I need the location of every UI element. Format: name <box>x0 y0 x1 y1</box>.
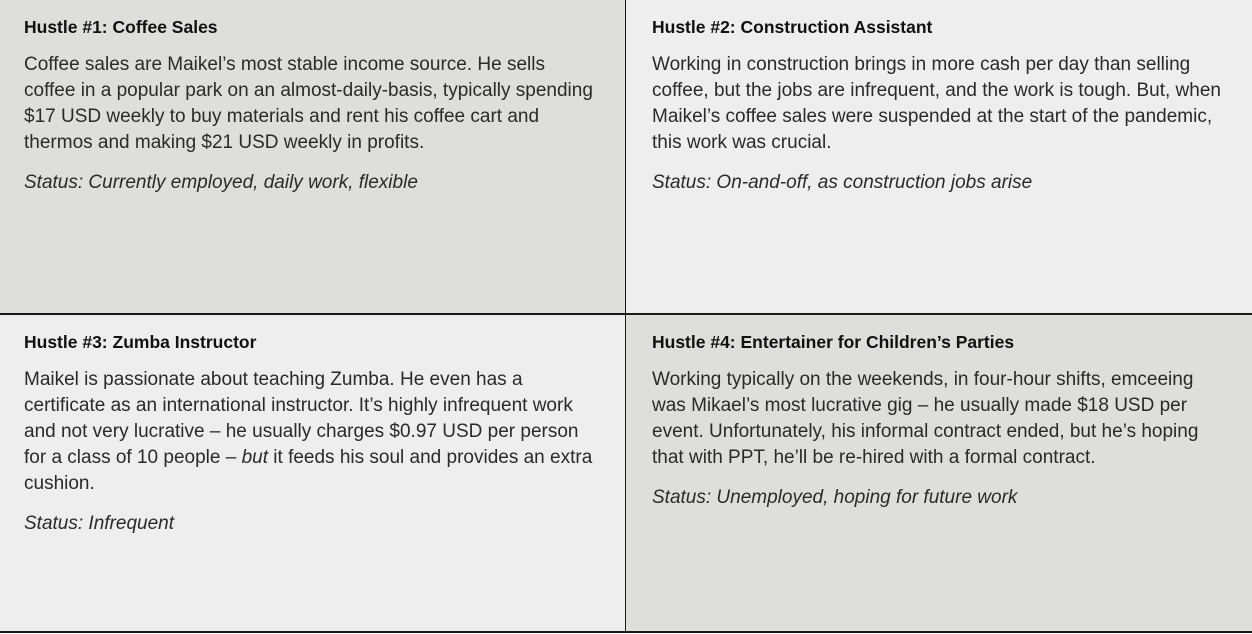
hustle-description: Working in construction brings in more c… <box>652 54 1221 153</box>
hustle-status: Status: Infrequent <box>24 513 174 534</box>
hustle-title: Hustle #1: Coffee Sales <box>24 17 218 37</box>
hustle-status: Status: On-and-off, as construction jobs… <box>652 172 1033 193</box>
hustle-title: Hustle #2: Construction Assistant <box>652 17 933 37</box>
hustle-description: Working typically on the weekends, in fo… <box>652 369 1199 468</box>
description-part: Maikel is passionate about teaching Zumb… <box>24 369 579 468</box>
hustle-description: Coffee sales are Maikel’s most stable in… <box>24 54 593 153</box>
hustle-status: Status: Currently employed, daily work, … <box>24 172 418 193</box>
hustle-cell-4: Hustle #4: Entertainer for Children’s Pa… <box>626 315 1252 631</box>
hustle-cell-2: Hustle #2: Construction Assistant Workin… <box>626 0 1252 315</box>
hustle-title: Hustle #4: Entertainer for Children’s Pa… <box>652 332 1015 352</box>
hustle-cell-3: Hustle #3: Zumba Instructor Maikel is pa… <box>0 315 626 631</box>
emphasis: but <box>241 447 269 468</box>
hustle-description: Maikel is passionate about teaching Zumb… <box>24 367 601 497</box>
hustle-status: Status: Unemployed, hoping for future wo… <box>652 487 1018 508</box>
hustle-title: Hustle #3: Zumba Instructor <box>24 332 257 352</box>
hustle-cell-1: Hustle #1: Coffee Sales Coffee sales are… <box>0 0 626 315</box>
description-part: it feeds his soul and provides an extra … <box>24 447 593 494</box>
